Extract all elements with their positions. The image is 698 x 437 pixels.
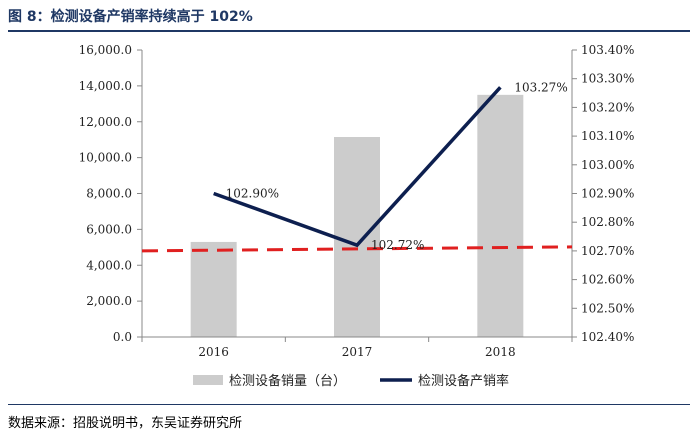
bar-2017 xyxy=(334,136,380,337)
left-tick-label: 6,000.0 xyxy=(86,222,132,236)
source-note: 数据来源：招股说明书，东吴证券研究所 xyxy=(8,416,243,431)
left-tick-label: 8,000.0 xyxy=(86,187,132,201)
left-tick-label: 2,000.0 xyxy=(86,294,132,308)
left-tick-label: 14,000.0 xyxy=(79,79,132,93)
title-divider xyxy=(8,30,690,32)
legend-bar-label: 检测设备销量（台） xyxy=(229,373,346,389)
rate-data-label: 102.72% xyxy=(371,238,424,252)
legend-line-label: 检测设备产销率 xyxy=(418,373,509,389)
rate-line xyxy=(213,86,502,248)
right-tick-label: 102.90% xyxy=(581,187,634,201)
reference-line xyxy=(141,245,573,253)
right-tick-label: 102.50% xyxy=(581,301,634,315)
bar-2018 xyxy=(477,94,524,337)
left-tick-label: 12,000.0 xyxy=(79,115,132,129)
bar-2016 xyxy=(190,241,237,337)
left-tick-label: 10,000.0 xyxy=(79,151,132,165)
x-tick-label: 2018 xyxy=(485,345,516,359)
right-tick-label: 103.00% xyxy=(581,158,634,172)
right-tick-label: 103.20% xyxy=(581,100,634,114)
right-tick-label: 102.80% xyxy=(581,215,634,229)
x-tick-label: 2017 xyxy=(342,345,373,359)
rate-data-label: 102.90% xyxy=(226,187,279,201)
rate-data-label: 103.27% xyxy=(514,80,567,94)
right-tick-label: 103.40% xyxy=(581,43,634,57)
left-tick-label: 0.0 xyxy=(113,330,132,344)
right-tick-label: 102.70% xyxy=(581,244,634,258)
x-tick-label: 2016 xyxy=(198,345,229,359)
right-tick-label: 102.60% xyxy=(581,273,634,287)
legend-bar-swatch xyxy=(193,375,223,385)
left-tick-label: 16,000.0 xyxy=(79,43,132,57)
figure-title: 图 8：检测设备产销率持续高于 102% xyxy=(8,9,253,25)
right-tick-label: 103.10% xyxy=(581,129,634,143)
source-divider xyxy=(8,404,690,405)
right-tick-label: 103.30% xyxy=(581,72,634,86)
left-tick-label: 4,000.0 xyxy=(86,258,132,272)
right-tick-label: 102.40% xyxy=(581,330,634,344)
